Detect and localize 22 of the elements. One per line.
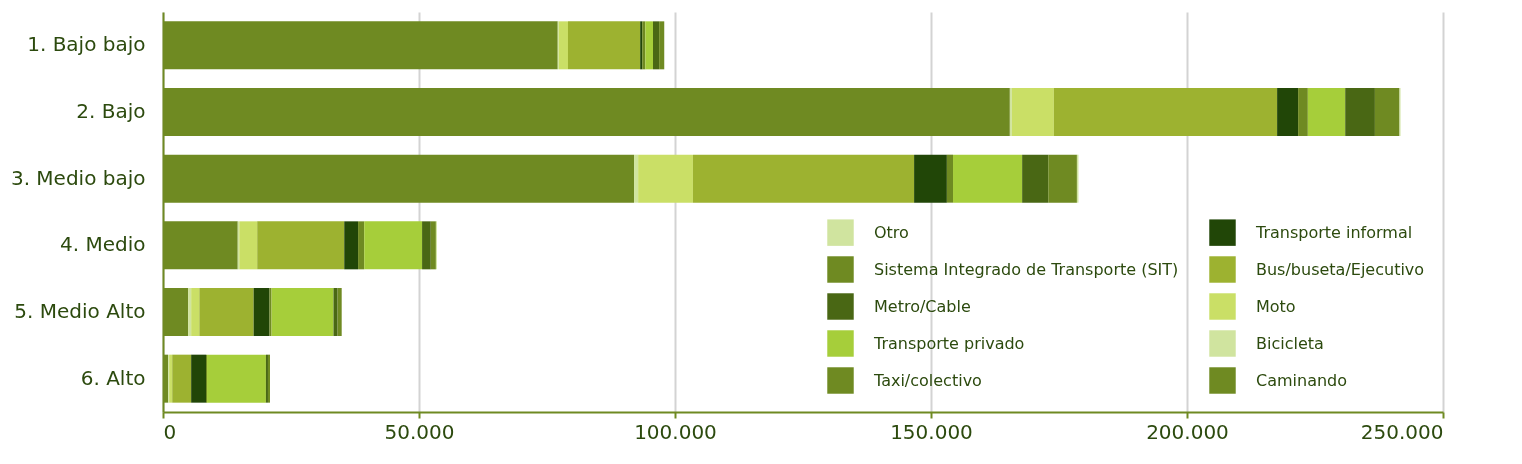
y-tick-label: 3. Medio bajo xyxy=(10,165,146,190)
y-tick-label: 2. Bajo xyxy=(76,99,146,123)
legend-label: Bus/buseta/Ejecutivo xyxy=(1256,259,1425,279)
x-tick-label: 0 xyxy=(163,419,177,444)
x-tick-label: 100.000 xyxy=(634,419,717,444)
x-tick-label: 250.000 xyxy=(1360,419,1444,444)
legend-label: Sistema Integrado de Transporte (SIT) xyxy=(874,259,1179,279)
legend-label: Taxi/colectivo xyxy=(873,370,982,390)
x-tick-label: 200.000 xyxy=(1146,419,1229,444)
legend-label: Otro xyxy=(874,222,909,242)
legend-label: Transporte informal xyxy=(1255,222,1413,242)
y-tick-label: 5. Medio Alto xyxy=(14,299,146,323)
y-tick-label: 4. Medio xyxy=(60,232,146,257)
y-tick-label: 6. Alto xyxy=(80,365,146,390)
legend-label: Metro/Cable xyxy=(874,296,971,316)
x-tick-label: 150.000 xyxy=(890,419,973,444)
y-tick-label: 1. Bajo bajo xyxy=(27,32,146,57)
legend-label: Transporte privado xyxy=(873,333,1025,353)
legend-label: Moto xyxy=(1256,296,1296,316)
x-tick-label: 50.000 xyxy=(384,419,455,444)
legend-label: Bicicleta xyxy=(1256,333,1324,353)
legend-label: Caminando xyxy=(1256,370,1348,390)
